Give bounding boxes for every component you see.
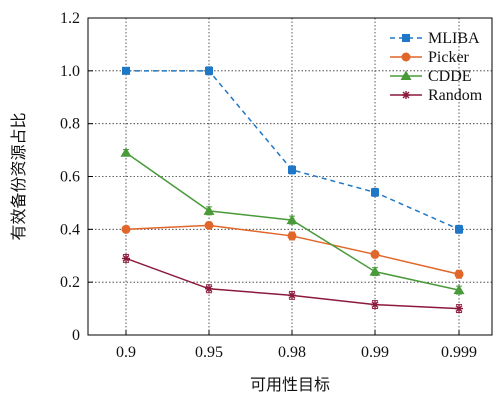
x-tick-label: 0.99 xyxy=(361,344,389,361)
data-point xyxy=(402,53,411,62)
y-tick-label: 0.4 xyxy=(60,221,80,238)
star-marker-shape xyxy=(205,285,213,293)
x-tick-label: 0.999 xyxy=(441,344,477,361)
y-tick-label: 1.0 xyxy=(60,63,80,80)
y-axis-label: 有效备份资源占比 xyxy=(9,112,28,240)
data-point xyxy=(122,254,130,262)
y-tick-label: 0 xyxy=(72,327,80,344)
data-point xyxy=(455,270,464,279)
legend-label: MLIBA xyxy=(428,30,480,47)
series-line xyxy=(126,258,459,308)
data-point xyxy=(205,285,213,293)
x-tick-label: 0.95 xyxy=(195,344,223,361)
data-point xyxy=(204,205,215,215)
legend-label: CDDE xyxy=(428,68,472,85)
data-point xyxy=(371,250,380,259)
data-point xyxy=(288,231,297,240)
series-mliba xyxy=(122,67,463,234)
series-layer xyxy=(121,67,465,313)
x-tick-label: 0.98 xyxy=(278,344,306,361)
data-point xyxy=(370,266,381,276)
data-point xyxy=(205,67,213,75)
star-marker-shape xyxy=(371,301,379,309)
legend-item-cdde: CDDE xyxy=(390,68,472,85)
star-marker-shape xyxy=(455,305,463,313)
data-point xyxy=(402,91,410,99)
data-point xyxy=(371,188,379,196)
legend: MLIBA Picker CDDE Random xyxy=(390,30,483,104)
legend-item-picker: Picker xyxy=(390,49,470,66)
star-marker-shape xyxy=(288,291,296,299)
data-point xyxy=(455,305,463,313)
data-point xyxy=(402,34,410,42)
legend-label: Picker xyxy=(428,49,470,66)
y-tick-label: 0.2 xyxy=(60,274,80,291)
data-point xyxy=(121,147,132,157)
legend-item-random: Random xyxy=(390,87,483,104)
star-marker-shape xyxy=(122,254,130,262)
data-point xyxy=(122,67,130,75)
data-point xyxy=(122,225,131,234)
y-tick-label: 1.2 xyxy=(60,10,80,27)
data-point xyxy=(288,166,296,174)
legend-item-mliba: MLIBA xyxy=(390,30,480,47)
y-tick-label: 0.6 xyxy=(60,169,80,186)
data-point xyxy=(288,291,296,299)
legend-label: Random xyxy=(428,87,483,104)
data-point xyxy=(455,225,463,233)
y-tick-label: 0.8 xyxy=(60,116,80,133)
star-marker-shape xyxy=(402,91,410,99)
x-tick-label: 0.9 xyxy=(116,344,136,361)
data-point xyxy=(205,221,214,230)
data-point xyxy=(371,301,379,309)
x-axis-label: 可用性目标 xyxy=(250,375,330,394)
